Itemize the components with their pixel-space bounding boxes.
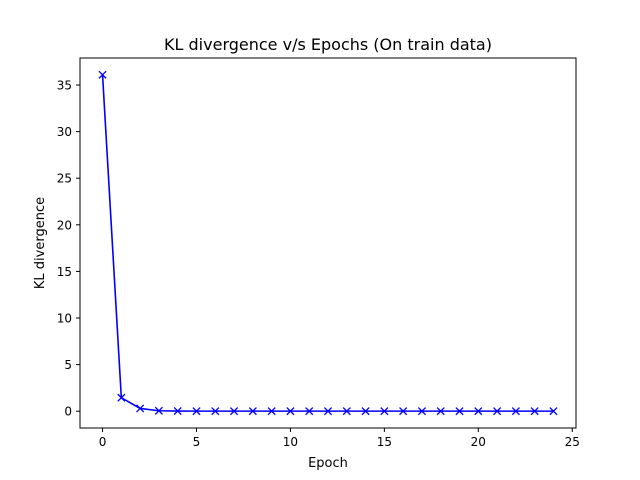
x-tick-label: 0 — [99, 435, 107, 449]
x-marker — [530, 407, 539, 416]
plot-frame — [79, 57, 577, 429]
y-tick-label: 0 — [64, 405, 72, 419]
x-marker — [549, 407, 558, 416]
x-marker — [305, 407, 314, 416]
x-tick-label: 10 — [283, 435, 298, 449]
x-marker — [230, 407, 239, 416]
x-marker — [192, 407, 201, 416]
x-marker — [154, 406, 163, 415]
x-marker — [117, 393, 126, 402]
y-tick-label: 5 — [64, 358, 72, 372]
x-marker — [136, 404, 145, 413]
x-marker — [493, 407, 502, 416]
x-marker — [286, 407, 295, 416]
x-marker — [417, 407, 426, 416]
x-marker — [380, 407, 389, 416]
y-tick-label: 10 — [57, 312, 72, 326]
y-axis-label: KL divergence — [33, 197, 48, 289]
x-marker — [455, 407, 464, 416]
x-tick-label: 15 — [377, 435, 392, 449]
plot-area — [80, 58, 576, 428]
y-tick-label: 15 — [57, 265, 72, 279]
x-marker — [511, 407, 520, 416]
x-marker — [474, 407, 483, 416]
x-axis-label: Epoch — [308, 456, 348, 471]
x-tick-label: 5 — [193, 435, 201, 449]
chart-title: KL divergence v/s Epochs (On train data) — [164, 35, 492, 54]
x-tick-label: 20 — [471, 435, 486, 449]
x-marker — [342, 407, 351, 416]
y-tick-label: 35 — [57, 79, 72, 93]
x-marker — [361, 407, 370, 416]
x-marker — [173, 406, 182, 416]
y-tick-label: 30 — [57, 125, 72, 139]
x-marker — [267, 407, 276, 416]
y-tick-label: 25 — [57, 172, 72, 186]
axis-ticks: 0 5 10 15 20 25 0 5 10 15 20 25 30 35 — [57, 79, 580, 449]
x-marker — [248, 407, 257, 416]
x-marker — [323, 407, 333, 416]
x-marker — [436, 407, 445, 416]
series-layer — [98, 70, 558, 416]
x-tick-label: 25 — [565, 435, 580, 449]
x-marker — [98, 70, 107, 79]
y-tick-label: 20 — [57, 218, 72, 232]
x-marker — [211, 407, 220, 416]
x-marker — [399, 407, 408, 416]
